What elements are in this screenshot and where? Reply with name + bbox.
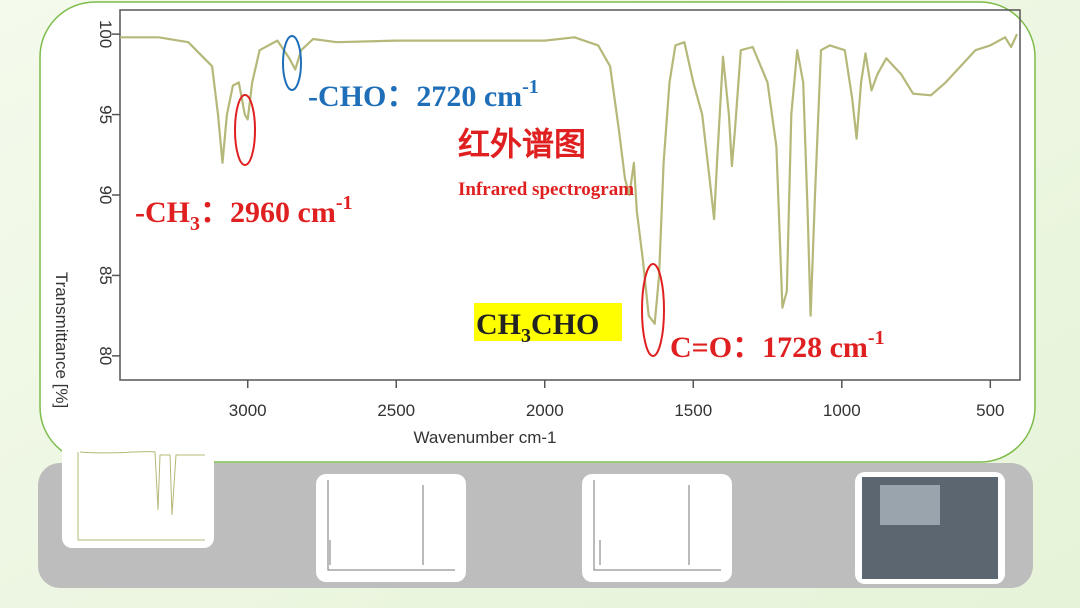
y-tick-label: 80 bbox=[96, 346, 115, 365]
highlight bbox=[641, 263, 665, 357]
thumbnail[interactable] bbox=[316, 474, 466, 582]
x-tick-label: 1500 bbox=[674, 401, 712, 420]
thumbnail-image bbox=[593, 480, 721, 571]
subtitle: Infrared spectrogram bbox=[458, 179, 634, 200]
label-highlight bbox=[474, 303, 622, 341]
x-tick-label: 3000 bbox=[229, 401, 267, 420]
x-tick-label: 2000 bbox=[526, 401, 564, 420]
annotation-part: 3 bbox=[521, 325, 531, 347]
plot: 80 85 90 95 100 3000 2500 2000 1500 1000 500 Wavenu… bbox=[52, 9, 1021, 447]
x-axis-label: Wavenumber cm-1 bbox=[414, 428, 557, 447]
annotation: -CHO：2720 cm-1 bbox=[308, 76, 539, 113]
annotation-part: -1 bbox=[868, 327, 885, 349]
annotation-part: -CHO：2720 cm bbox=[308, 80, 522, 113]
y-axis-label: Transmittance [%] bbox=[52, 272, 71, 408]
y-tick-label: 100 bbox=[96, 20, 115, 48]
highlight bbox=[234, 94, 256, 166]
annotation-part: -CH bbox=[135, 196, 190, 229]
annotation-part: -1 bbox=[522, 76, 539, 98]
annotation: CH3CHO bbox=[476, 308, 599, 347]
thumbnail-bar bbox=[38, 463, 1033, 588]
annotation-part: C=O：1728 cm bbox=[670, 331, 868, 364]
x-tick-label: 1000 bbox=[823, 401, 861, 420]
x-tick-label: 500 bbox=[976, 401, 1004, 420]
annotation-part: CHO bbox=[531, 308, 599, 341]
chart-card bbox=[39, 1, 1036, 463]
annotation: -CH3：2960 cm-1 bbox=[135, 192, 352, 235]
thumbnail-image bbox=[327, 480, 455, 571]
thumbnail[interactable] bbox=[62, 438, 214, 548]
annotation: C=O：1728 cm-1 bbox=[670, 327, 885, 364]
thumbnails bbox=[62, 438, 1005, 584]
annotation-part: 3 bbox=[190, 213, 200, 235]
spectrum-line bbox=[120, 33, 1019, 325]
annotation-part: CH bbox=[476, 308, 521, 341]
x-tick-label: 2500 bbox=[377, 401, 415, 420]
annotation-part: -1 bbox=[336, 192, 353, 214]
y-tick-label: 85 bbox=[96, 266, 115, 285]
y-tick-label: 95 bbox=[96, 105, 115, 124]
annotation-part: ：2960 cm bbox=[200, 196, 336, 229]
y-tick-label: 90 bbox=[96, 186, 115, 205]
highlight bbox=[282, 35, 302, 91]
thumbnail-image bbox=[77, 451, 205, 541]
thumbnail[interactable] bbox=[582, 474, 732, 582]
title: 红外谱图 bbox=[458, 126, 586, 162]
thumbnail-photo bbox=[880, 485, 940, 525]
